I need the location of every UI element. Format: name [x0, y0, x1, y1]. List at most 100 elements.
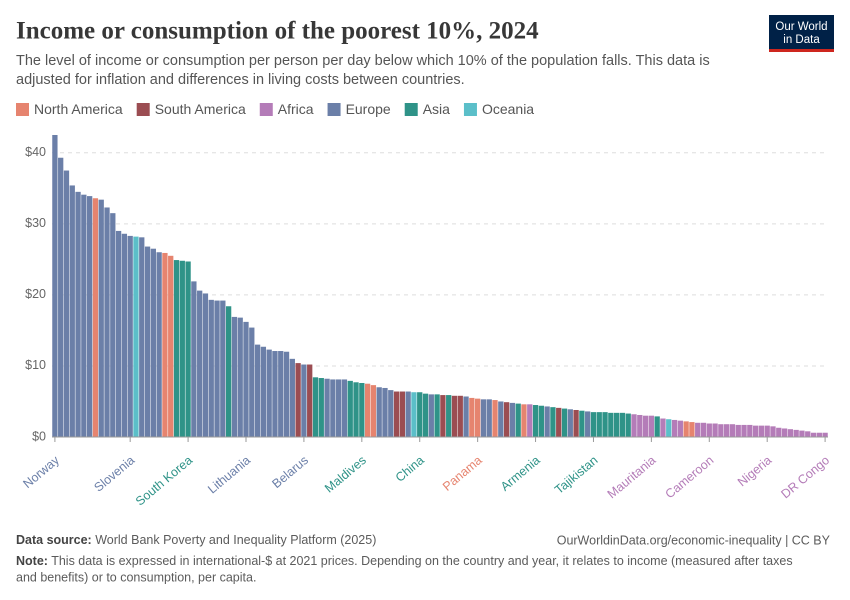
bar	[191, 281, 197, 437]
x-tick-label: Nigeria	[735, 453, 774, 489]
bar	[787, 429, 794, 437]
bar	[556, 407, 562, 437]
bar	[480, 399, 487, 437]
x-tick-label: DR Congo	[778, 453, 832, 501]
bar	[69, 185, 75, 437]
logo-bar	[769, 49, 834, 52]
bar	[359, 382, 365, 437]
bar	[249, 327, 255, 437]
x-tick-label: Lithuania	[205, 453, 253, 496]
bar	[289, 358, 295, 437]
bar	[237, 317, 243, 437]
bar	[579, 410, 585, 437]
bar	[474, 398, 481, 437]
x-tick-label: Panama	[440, 453, 485, 494]
x-tick-label: Belarus	[269, 453, 310, 491]
bar	[567, 409, 573, 437]
bar	[353, 382, 359, 437]
bar	[642, 415, 649, 437]
source: Data source: World Bank Poverty and Ineq…	[16, 533, 376, 547]
bar	[341, 379, 348, 437]
bar	[596, 412, 602, 437]
bar	[260, 346, 267, 437]
bar	[127, 235, 133, 437]
bar	[422, 393, 429, 437]
logo[interactable]	[769, 15, 834, 52]
y-tick-label: $30	[25, 216, 46, 230]
legend-label: Europe	[346, 101, 391, 117]
legend-swatch	[404, 103, 418, 116]
bar	[92, 198, 99, 437]
bar	[515, 403, 521, 437]
bar	[347, 380, 353, 437]
bar	[283, 351, 290, 437]
bar	[538, 405, 544, 437]
url[interactable]: OurWorldinData.org/economic-inequality |…	[557, 533, 831, 547]
subtitle: The level of income or consumption per p…	[16, 53, 710, 69]
bar	[376, 387, 382, 437]
y-tick-label: $20	[25, 287, 46, 301]
source-text: World Bank Poverty and Inequality Platfo…	[95, 533, 376, 547]
bar	[585, 411, 591, 437]
bar	[822, 432, 828, 437]
bar	[451, 395, 458, 437]
note-text: This data is expressed in international-…	[51, 554, 792, 568]
bar	[86, 196, 93, 437]
bar	[683, 421, 689, 437]
bar	[364, 383, 371, 437]
bar	[254, 344, 261, 437]
source-label: Data source:	[16, 533, 92, 547]
bar	[544, 406, 550, 437]
bar	[700, 422, 707, 437]
bar	[162, 252, 168, 437]
bar	[58, 157, 64, 437]
bar	[411, 392, 417, 437]
bar	[799, 430, 805, 437]
bar	[266, 349, 272, 437]
bar	[805, 431, 811, 437]
bar	[434, 394, 440, 437]
bar	[272, 351, 278, 437]
bar	[573, 409, 579, 437]
note: Note: This data is expressed in internat…	[16, 554, 793, 568]
legend-swatch	[136, 103, 150, 116]
bar	[532, 405, 539, 437]
x-tick-label: Slovenia	[91, 453, 137, 495]
bar	[671, 419, 678, 437]
logo-text: in Data	[783, 34, 820, 46]
bar	[724, 424, 730, 437]
logo-text: Our World	[775, 21, 827, 33]
bar	[503, 402, 510, 437]
legend-label: Asia	[423, 101, 450, 117]
bar	[231, 316, 238, 437]
legend-label: Oceania	[482, 101, 534, 117]
bar	[243, 321, 249, 437]
bar	[81, 194, 87, 437]
bar	[312, 377, 319, 437]
bar	[428, 394, 434, 437]
note-label: Note:	[16, 554, 48, 568]
bar	[637, 414, 643, 437]
bar	[741, 424, 747, 437]
subtitle: adjusted for inflation and differences i…	[16, 72, 465, 88]
bar	[752, 425, 759, 437]
x-tick-label: Cameroon	[663, 453, 717, 501]
bar	[104, 207, 110, 437]
bar	[689, 422, 695, 437]
bar	[735, 424, 741, 437]
bar	[590, 412, 597, 437]
bar	[793, 429, 799, 437]
x-tick-label: Tajikistan	[552, 453, 600, 497]
bar	[602, 412, 608, 437]
bar	[173, 260, 180, 437]
bar	[486, 399, 492, 437]
bar	[214, 300, 220, 437]
bar	[318, 378, 324, 437]
bar	[613, 412, 620, 437]
bar	[498, 401, 504, 437]
legend-swatch	[463, 103, 477, 116]
bar	[718, 424, 724, 437]
x-tick-label: Norway	[20, 453, 62, 491]
chart-title: Income or consumption of the poorest 10%…	[16, 18, 539, 45]
